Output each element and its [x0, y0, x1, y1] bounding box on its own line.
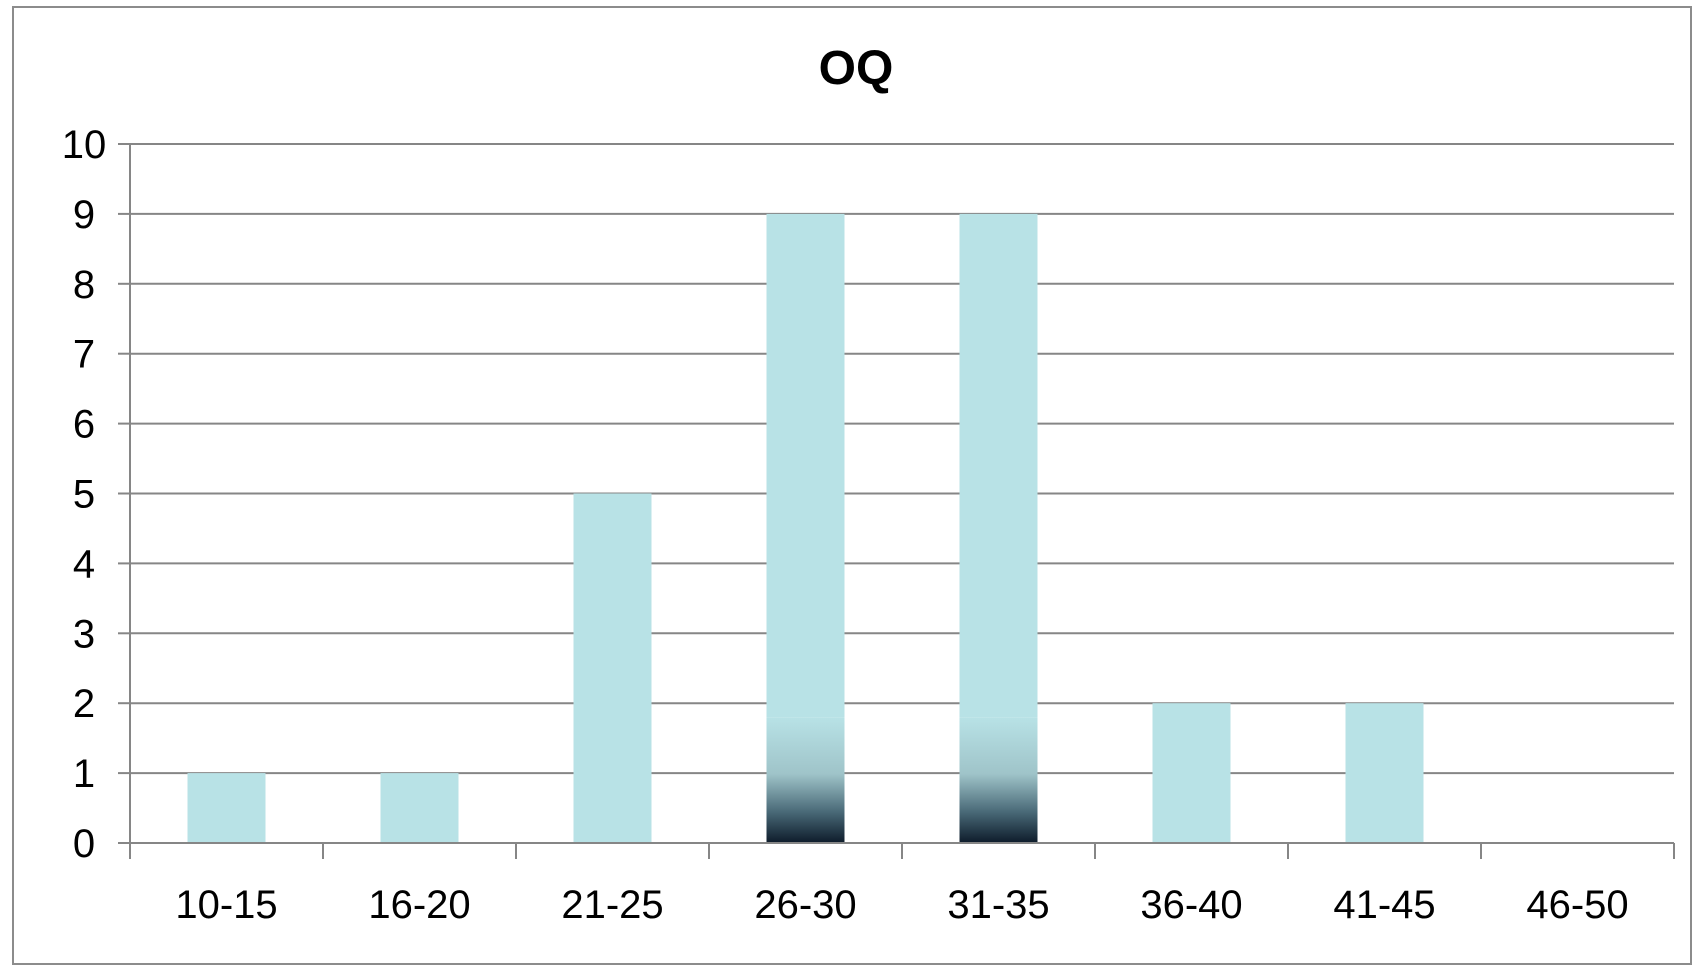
y-tick-label: 6: [73, 403, 95, 447]
grid-lines: [130, 143, 1674, 775]
bar-21-25: [573, 493, 652, 843]
axes: [118, 143, 1675, 859]
bar-base-shade: [766, 717, 845, 843]
bar-10-15: [187, 773, 266, 843]
x-tick-label: 10-15: [175, 883, 277, 927]
y-tick-label: 7: [73, 333, 95, 377]
x-tick-label: 26-30: [754, 883, 856, 927]
y-tick-label: 4: [73, 542, 95, 586]
bars: [187, 213, 1424, 843]
bar-26-30: [766, 213, 845, 718]
x-tick-label: 16-20: [368, 883, 470, 927]
x-tick-label: 36-40: [1140, 883, 1242, 927]
x-tick-label: 31-35: [947, 883, 1049, 927]
y-tick-label: 5: [73, 473, 95, 517]
bar-41-45: [1345, 703, 1424, 843]
y-tick-label: 2: [73, 682, 95, 726]
x-tick-label: 21-25: [561, 883, 663, 927]
bar-31-35: [959, 213, 1038, 718]
chart-title: OQ: [819, 42, 894, 95]
bar-chart: OQ 0 1 2 3 4 5 6 7 8 9 10 10-15 16-20 21-25 26-30 31-3…: [62, 42, 1675, 927]
y-tick-label: 0: [73, 822, 95, 866]
y-tick-labels: 0 1 2 3 4 5 6 7 8 9 10: [62, 123, 107, 866]
bar-36-40: [1152, 703, 1231, 843]
bar-16-20: [380, 773, 459, 843]
y-tick-label: 10: [62, 123, 107, 167]
chart-frame: OQ 0 1 2 3 4 5 6 7 8 9 10 10-15 16-20 21-25 26-30 31-3…: [12, 6, 1692, 965]
x-tick-labels: 10-15 16-20 21-25 26-30 31-35 36-40 41-45 46-50: [175, 883, 1628, 927]
x-tick-label: 46-50: [1526, 883, 1628, 927]
bar-base-shade: [959, 717, 1038, 843]
y-tick-label: 9: [73, 193, 95, 237]
y-tick-label: 3: [73, 612, 95, 656]
y-tick-label: 1: [73, 752, 95, 796]
y-tick-label: 8: [73, 263, 95, 307]
x-tick-label: 41-45: [1333, 883, 1435, 927]
